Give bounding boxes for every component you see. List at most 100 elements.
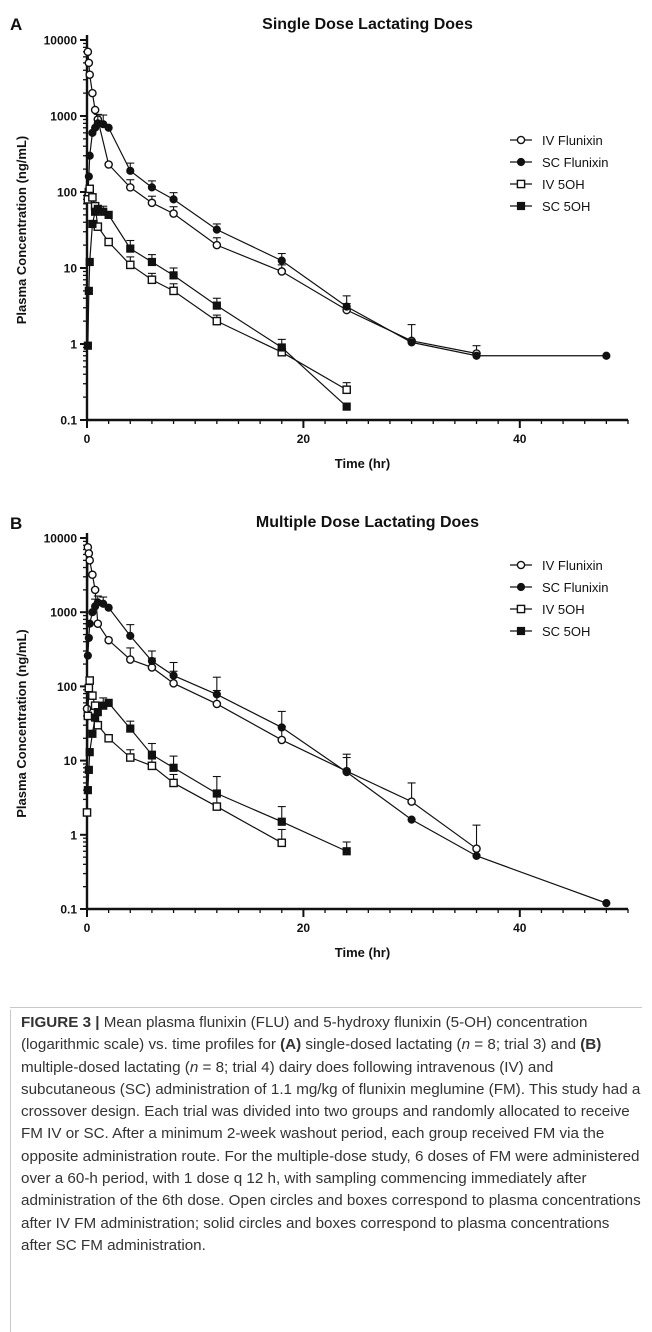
legend-label: IV 5OH <box>542 602 585 617</box>
y-tick-label: 10000 <box>44 532 78 546</box>
data-point <box>84 549 94 558</box>
data-point <box>85 70 95 79</box>
data-point <box>83 711 93 721</box>
data-point <box>85 151 94 160</box>
caption-panel-a-ref: (A) <box>280 1036 302 1054</box>
x-tick-label: 20 <box>297 432 311 446</box>
data-point <box>104 698 113 707</box>
data-point <box>277 817 286 826</box>
caption-n: n <box>189 1058 199 1076</box>
series-iv-flunixin <box>83 47 481 358</box>
x-tick-label: 40 <box>513 921 527 935</box>
data-point <box>83 47 93 57</box>
data-point <box>472 844 481 853</box>
data-point <box>93 708 102 717</box>
data-point <box>88 570 97 580</box>
series-sc-5oh <box>83 697 351 856</box>
legend-marker <box>516 157 526 167</box>
caption-label: FIGURE 3 | <box>21 1014 100 1031</box>
legend-label: IV Flunixin <box>542 558 603 573</box>
figure-caption: FIGURE 3 | Mean plasma flunixin (FLU) an… <box>10 1010 642 1332</box>
data-point <box>169 763 178 772</box>
series-line <box>87 601 607 904</box>
data-point <box>602 899 611 908</box>
data-point <box>88 219 97 229</box>
data-point <box>85 184 95 194</box>
legend-marker <box>516 604 526 614</box>
y-tick-label: 10000 <box>44 34 78 48</box>
data-point <box>82 704 92 714</box>
caption-divider <box>10 1007 642 1008</box>
data-point <box>342 767 351 777</box>
data-point <box>212 316 222 326</box>
caption-panel-b-ref: (B) <box>580 1036 602 1054</box>
legend-label: SC 5OH <box>542 199 590 214</box>
data-point <box>85 676 95 685</box>
data-point <box>126 631 135 640</box>
y-tick-label: 0.1 <box>60 414 77 428</box>
data-point <box>342 385 351 395</box>
data-point <box>99 599 108 608</box>
data-point <box>93 720 103 730</box>
data-point <box>342 302 351 311</box>
legend-marker <box>516 560 526 570</box>
x-tick-label: 40 <box>513 432 527 446</box>
data-point <box>85 556 95 565</box>
y-tick-label: 1000 <box>50 606 77 620</box>
data-point <box>85 257 94 267</box>
data-point <box>169 671 178 680</box>
legend-item-iv-5oh: IV 5OH <box>510 602 585 617</box>
data-point <box>84 765 93 774</box>
chart-panel-b: B Multiple Dose Lactating Does 0.1 1 10 100 10… <box>10 514 629 960</box>
data-point <box>147 750 157 759</box>
data-point <box>90 585 100 595</box>
data-point <box>88 729 97 738</box>
legend-item-iv-flunixin: IV Flunixin <box>510 133 603 148</box>
data-point <box>277 267 287 276</box>
data-point <box>85 619 94 628</box>
data-point <box>212 789 221 798</box>
legend-item-sc-flunixin: SC Flunixin <box>510 580 608 595</box>
legend-marker <box>516 179 526 189</box>
data-point <box>88 691 97 700</box>
series-sc-flunixin <box>83 113 611 360</box>
legend-marker <box>516 626 526 636</box>
caption-text: FIGURE 3 | Mean plasma flunixin (FLU) an… <box>21 1010 642 1257</box>
data-point <box>104 210 113 219</box>
data-point <box>84 633 93 643</box>
chart-title: Multiple Dose Lactating Does <box>256 514 479 531</box>
series-iv-5oh <box>82 676 287 848</box>
chart-title: Single Dose Lactating Does <box>262 16 473 33</box>
data-point <box>126 724 135 733</box>
y-tick-label: 0.1 <box>60 903 77 917</box>
legend-item-iv-5oh: IV 5OH <box>510 177 585 192</box>
data-point <box>212 690 221 699</box>
caption-segment: Mean plasma flunixin (FLU) and 5-hydroxy… <box>21 1014 588 1054</box>
data-point <box>277 838 287 848</box>
data-point <box>147 275 157 285</box>
data-point <box>126 244 135 253</box>
data-point <box>147 656 157 666</box>
data-point <box>85 748 94 757</box>
data-point <box>84 58 94 68</box>
data-point <box>84 286 93 295</box>
y-axis-label: Plasma Concentration (ng/mL) <box>14 136 29 325</box>
data-point <box>90 105 100 115</box>
data-point <box>277 735 287 745</box>
data-point <box>104 733 113 743</box>
data-point <box>82 808 92 817</box>
caption-segment: = 8; trial 3) and <box>470 1036 581 1054</box>
data-point <box>277 723 286 732</box>
data-point <box>212 240 222 250</box>
y-tick-label: 1000 <box>50 110 77 124</box>
data-point <box>472 851 481 860</box>
data-point <box>342 402 351 411</box>
data-point <box>407 797 416 806</box>
data-point <box>407 815 416 824</box>
data-point <box>88 193 97 202</box>
series-line <box>86 547 477 850</box>
legend-item-sc-flunixin: SC Flunixin <box>510 155 608 170</box>
data-point <box>147 257 157 267</box>
y-tick-label: 1 <box>70 828 77 842</box>
series-iv-5oh <box>83 184 351 395</box>
